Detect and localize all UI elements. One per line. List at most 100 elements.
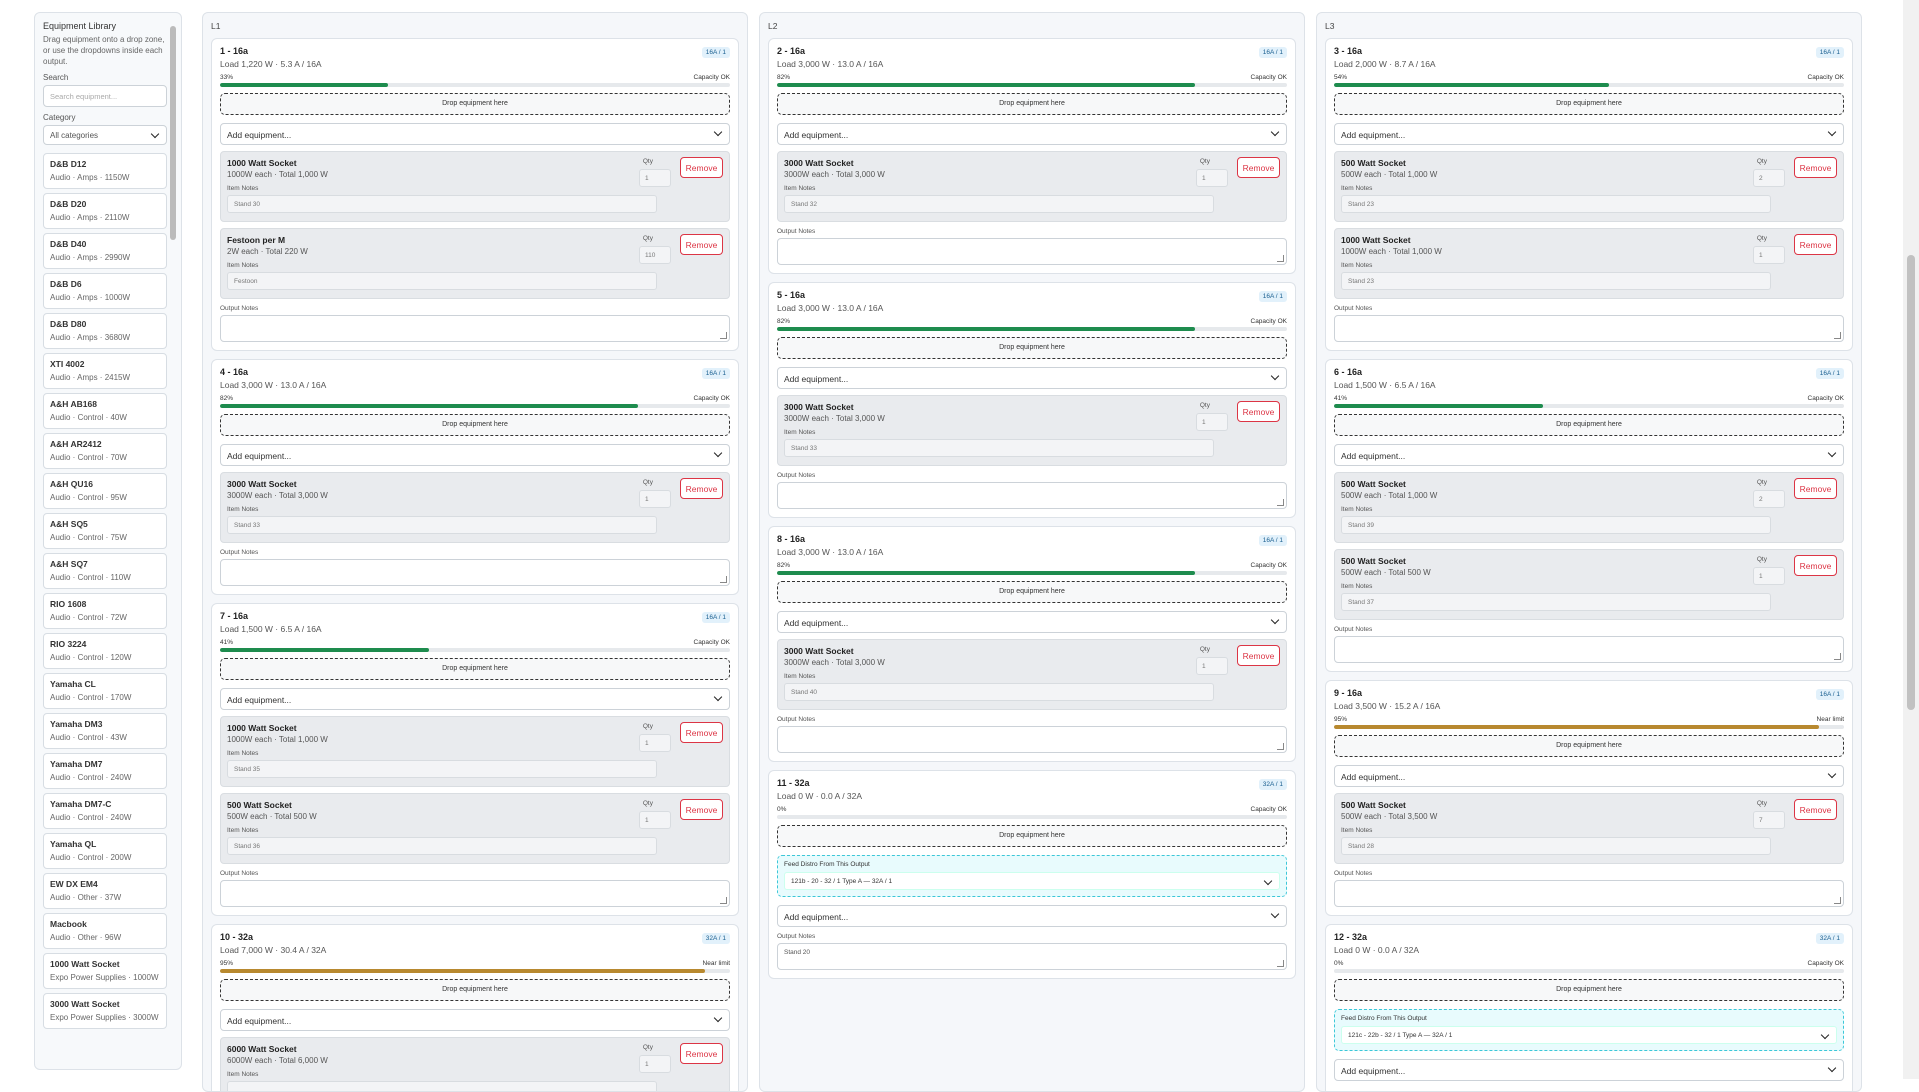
add-equipment-select[interactable]: Add equipment... bbox=[777, 123, 1287, 145]
library-item[interactable]: 3000 Watt Socket Expo Power Supplies · 30… bbox=[43, 993, 167, 1029]
item-notes-input[interactable]: Stand 36 bbox=[227, 837, 657, 855]
library-item[interactable]: D&B D80 Audio · Amps · 3680W bbox=[43, 313, 167, 349]
remove-button[interactable]: Remove bbox=[680, 478, 723, 499]
qty-input[interactable]: 1 bbox=[639, 734, 671, 752]
output-notes-input[interactable] bbox=[777, 238, 1287, 265]
output-notes-input[interactable] bbox=[220, 315, 730, 342]
item-notes-input[interactable]: Stand 28 bbox=[1341, 837, 1771, 855]
qty-input[interactable]: 1 bbox=[639, 811, 671, 829]
add-equipment-select[interactable]: Add equipment... bbox=[777, 905, 1287, 927]
remove-button[interactable]: Remove bbox=[1237, 157, 1280, 178]
library-item[interactable]: A&H SQ5 Audio · Control · 75W bbox=[43, 513, 167, 549]
remove-button[interactable]: Remove bbox=[1794, 555, 1837, 576]
qty-input[interactable]: 1 bbox=[639, 169, 671, 187]
qty-input[interactable]: 2 bbox=[1753, 490, 1785, 508]
library-item[interactable]: XTI 4002 Audio · Amps · 2415W bbox=[43, 353, 167, 389]
drop-zone[interactable]: Drop equipment here bbox=[1334, 414, 1844, 436]
add-equipment-select[interactable]: Add equipment... bbox=[1334, 1059, 1844, 1081]
feed-select[interactable]: 121b - 20 - 32 / 1 Type A — 32A / 1 bbox=[784, 872, 1280, 890]
drop-zone[interactable]: Drop equipment here bbox=[777, 337, 1287, 359]
remove-button[interactable]: Remove bbox=[1794, 234, 1837, 255]
output-notes-input[interactable] bbox=[220, 880, 730, 907]
drop-zone[interactable]: Drop equipment here bbox=[220, 93, 730, 115]
drop-zone[interactable]: Drop equipment here bbox=[777, 825, 1287, 847]
item-notes-input[interactable]: Stand 23 bbox=[1341, 272, 1771, 290]
output-notes-input[interactable] bbox=[1334, 636, 1844, 663]
remove-button[interactable]: Remove bbox=[1237, 645, 1280, 666]
drop-zone[interactable]: Drop equipment here bbox=[1334, 93, 1844, 115]
output-notes-input[interactable] bbox=[1334, 880, 1844, 907]
add-equipment-select[interactable]: Add equipment... bbox=[777, 611, 1287, 633]
item-notes-input[interactable]: Stand 37 bbox=[1341, 593, 1771, 611]
feed-select[interactable]: 121c - 22b - 32 / 1 Type A — 32A / 1 bbox=[1341, 1026, 1837, 1044]
library-item[interactable]: Macbook Audio · Other · 96W bbox=[43, 913, 167, 949]
drop-zone[interactable]: Drop equipment here bbox=[777, 581, 1287, 603]
add-equipment-select[interactable]: Add equipment... bbox=[1334, 123, 1844, 145]
library-item[interactable]: D&B D12 Audio · Amps · 1150W bbox=[43, 153, 167, 189]
add-equipment-select[interactable]: Add equipment... bbox=[220, 1009, 730, 1031]
add-equipment-select[interactable]: Add equipment... bbox=[220, 123, 730, 145]
drop-zone[interactable]: Drop equipment here bbox=[1334, 979, 1844, 1001]
remove-button[interactable]: Remove bbox=[680, 722, 723, 743]
qty-input[interactable]: 1 bbox=[1753, 246, 1785, 264]
library-item[interactable]: Yamaha QL Audio · Control · 200W bbox=[43, 833, 167, 869]
library-item[interactable]: Yamaha DM3 Audio · Control · 43W bbox=[43, 713, 167, 749]
item-notes-input[interactable]: Stand 39 bbox=[1341, 516, 1771, 534]
library-item[interactable]: A&H QU16 Audio · Control · 95W bbox=[43, 473, 167, 509]
add-equipment-select[interactable]: Add equipment... bbox=[1334, 444, 1844, 466]
library-item[interactable]: 1000 Watt Socket Expo Power Supplies · 10… bbox=[43, 953, 167, 989]
item-notes-input[interactable]: Stand 30 bbox=[227, 195, 657, 213]
output-notes-input[interactable]: Stand 20 bbox=[777, 943, 1287, 970]
library-item[interactable]: D&B D6 Audio · Amps · 1000W bbox=[43, 273, 167, 309]
remove-button[interactable]: Remove bbox=[680, 157, 723, 178]
remove-button[interactable]: Remove bbox=[1794, 157, 1837, 178]
remove-button[interactable]: Remove bbox=[1794, 799, 1837, 820]
remove-button[interactable]: Remove bbox=[1794, 478, 1837, 499]
output-notes-input[interactable] bbox=[220, 559, 730, 586]
drop-zone[interactable]: Drop equipment here bbox=[220, 658, 730, 680]
qty-input[interactable]: 2 bbox=[1753, 169, 1785, 187]
library-item[interactable]: Yamaha DM7-C Audio · Control · 240W bbox=[43, 793, 167, 829]
output-notes-input[interactable] bbox=[777, 726, 1287, 753]
item-notes-input[interactable]: Stand 35 bbox=[227, 760, 657, 778]
library-item[interactable]: RIO 1608 Audio · Control · 72W bbox=[43, 593, 167, 629]
scroll-thumb[interactable] bbox=[1907, 255, 1915, 710]
item-notes-input[interactable]: Stand 40 bbox=[784, 683, 1214, 701]
qty-input[interactable]: 7 bbox=[1753, 811, 1785, 829]
add-equipment-select[interactable]: Add equipment... bbox=[220, 444, 730, 466]
remove-button[interactable]: Remove bbox=[680, 234, 723, 255]
item-notes-input[interactable]: Stand 33 bbox=[227, 516, 657, 534]
qty-input[interactable]: 1 bbox=[639, 1055, 671, 1073]
item-notes-input[interactable] bbox=[227, 1081, 657, 1091]
item-notes-input[interactable]: Festoon bbox=[227, 272, 657, 290]
drop-zone[interactable]: Drop equipment here bbox=[1334, 735, 1844, 757]
drop-zone[interactable]: Drop equipment here bbox=[777, 93, 1287, 115]
qty-input[interactable]: 1 bbox=[1196, 657, 1228, 675]
qty-input[interactable]: 1 bbox=[639, 490, 671, 508]
library-item[interactable]: EW DX EM4 Audio · Other · 37W bbox=[43, 873, 167, 909]
qty-input[interactable]: 110 bbox=[639, 246, 671, 264]
library-item[interactable]: D&B D20 Audio · Amps · 2110W bbox=[43, 193, 167, 229]
add-equipment-select[interactable]: Add equipment... bbox=[1334, 765, 1844, 787]
item-notes-input[interactable]: Stand 23 bbox=[1341, 195, 1771, 213]
library-item[interactable]: D&B D40 Audio · Amps · 2990W bbox=[43, 233, 167, 269]
remove-button[interactable]: Remove bbox=[680, 799, 723, 820]
search-input[interactable]: Search equipment... bbox=[43, 85, 167, 107]
remove-button[interactable]: Remove bbox=[680, 1043, 723, 1064]
library-item[interactable]: Yamaha CL Audio · Control · 170W bbox=[43, 673, 167, 709]
output-notes-input[interactable] bbox=[777, 482, 1287, 509]
output-notes-input[interactable] bbox=[1334, 315, 1844, 342]
drop-zone[interactable]: Drop equipment here bbox=[220, 979, 730, 1001]
remove-button[interactable]: Remove bbox=[1237, 401, 1280, 422]
item-notes-input[interactable]: Stand 32 bbox=[784, 195, 1214, 213]
add-equipment-select[interactable]: Add equipment... bbox=[220, 688, 730, 710]
add-equipment-select[interactable]: Add equipment... bbox=[777, 367, 1287, 389]
library-item[interactable]: Yamaha DM7 Audio · Control · 240W bbox=[43, 753, 167, 789]
drop-zone[interactable]: Drop equipment here bbox=[220, 414, 730, 436]
library-item[interactable]: RIO 3224 Audio · Control · 120W bbox=[43, 633, 167, 669]
library-item[interactable]: A&H AR2412 Audio · Control · 70W bbox=[43, 433, 167, 469]
library-item[interactable]: A&H AB168 Audio · Control · 40W bbox=[43, 393, 167, 429]
library-item[interactable]: A&H SQ7 Audio · Control · 110W bbox=[43, 553, 167, 589]
qty-input[interactable]: 1 bbox=[1196, 169, 1228, 187]
category-select[interactable]: All categories bbox=[43, 125, 167, 145]
